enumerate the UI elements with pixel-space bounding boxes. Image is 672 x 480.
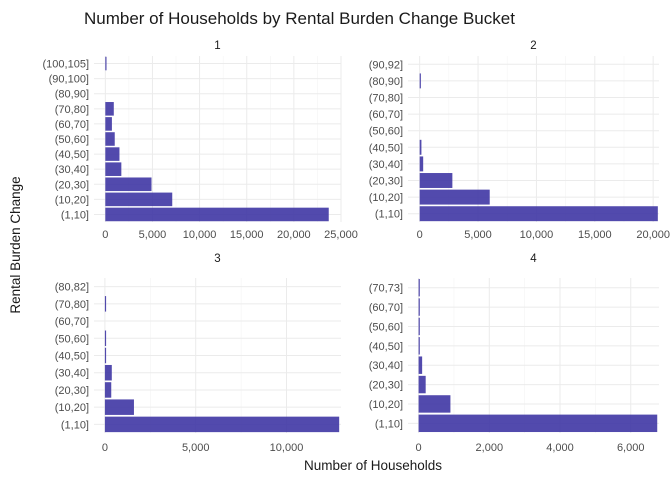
y-tick-label: (40,50] [55, 351, 89, 363]
bar [418, 375, 426, 394]
bar [105, 102, 114, 116]
y-tick-label: (70,80] [369, 93, 403, 105]
panel-4: 0 2,000 4,000 6,000 (1,10] (10,20] (20,30] (30,… [369, 253, 659, 454]
bar [105, 132, 115, 146]
bar [104, 399, 134, 415]
y-tick-label: (80,82] [55, 282, 89, 294]
bar [105, 56, 107, 71]
bar [104, 330, 107, 347]
y-tick-label: (60,70] [369, 302, 403, 314]
y-axis-title: Rental Burden Change [8, 176, 23, 313]
y-tick-label: (20,30] [369, 380, 403, 392]
y-tick-label: (50,60] [55, 134, 89, 146]
bar [105, 192, 173, 207]
y-tick-label: (100,105] [43, 59, 89, 71]
x-tick-label: 20,000 [636, 229, 670, 241]
y-tick-label: (30,40] [55, 368, 89, 380]
bar [104, 416, 340, 433]
bar [418, 278, 420, 297]
y-tick-label: (10,20] [55, 194, 89, 206]
x-tick-label: 20,000 [277, 229, 311, 241]
panel-3: 0 5,000 10,000 (1,10] (10,20] (20,30] (30,40] (… [55, 253, 341, 454]
x-tick-label: 5,000 [464, 229, 492, 241]
bar [105, 207, 329, 222]
facet-panels: 0 5,000 10,000 15,000 20,000 25,000(1,10](10,… [43, 40, 670, 454]
x-axis-title: Number of Households [304, 458, 442, 473]
y-tick-label: (30,40] [369, 159, 403, 171]
bar [104, 364, 112, 381]
y-tick-label: (70,80] [55, 299, 89, 311]
x-tick-label: 4,000 [546, 442, 574, 454]
bar [418, 356, 423, 374]
y-tick-label: (60,70] [55, 119, 89, 131]
y-tick-label: (80,90] [369, 76, 403, 88]
x-tick-label: 0 [416, 442, 422, 454]
bar [419, 73, 421, 89]
y-tick-label: (70,73] [369, 283, 403, 295]
facet-strip-label: 3 [214, 253, 220, 265]
bar [104, 347, 107, 364]
bar [418, 337, 420, 355]
bar [105, 162, 122, 176]
y-tick-label: (80,90] [55, 89, 89, 101]
facet-strip-label: 1 [214, 40, 220, 52]
y-tick-label: (60,70] [55, 316, 89, 328]
bar [419, 206, 658, 222]
y-tick-label: (30,40] [369, 360, 403, 372]
y-tick-label: (10,20] [369, 192, 403, 204]
bar [418, 298, 420, 316]
x-tick-label: 15,000 [230, 229, 264, 241]
x-tick-label: 0 [417, 229, 423, 241]
y-tick-label: (20,30] [55, 179, 89, 191]
x-tick-label: 10,000 [183, 229, 217, 241]
y-tick-label: (1,10] [61, 209, 89, 221]
x-tick-label: 15,000 [578, 229, 612, 241]
x-tick-label: 6,000 [617, 442, 645, 454]
y-tick-label: (50,60] [369, 126, 403, 138]
x-tick-label: 2,000 [476, 442, 504, 454]
y-tick-label: (20,30] [369, 176, 403, 188]
y-tick-label: (20,30] [55, 385, 89, 397]
x-tick-label: 0 [102, 442, 108, 454]
x-tick-label: 10,000 [520, 229, 554, 241]
y-tick-label: (40,50] [369, 341, 403, 353]
bar [105, 117, 112, 131]
chart-title: Number of Households by Rental Burden Ch… [84, 9, 515, 28]
y-tick-label: (60,70] [369, 109, 403, 121]
y-tick-label: (10,20] [55, 402, 89, 414]
bar [419, 139, 422, 155]
bar [419, 156, 424, 172]
x-tick-label: 5,000 [182, 442, 210, 454]
bar [105, 177, 152, 192]
panel-2: 0 5,000 10,000 15,000 20,000 (1,10] (10,20] (20… [369, 40, 670, 241]
bar [418, 395, 451, 413]
bar [104, 296, 107, 312]
y-tick-label: (40,50] [55, 149, 89, 161]
facet-strip-label: 4 [530, 253, 537, 265]
bar [104, 382, 112, 398]
y-tick-label: (40,50] [369, 142, 403, 154]
y-tick-label: (50,60] [55, 333, 89, 345]
bar [419, 173, 453, 188]
y-tick-label: (90,92] [369, 59, 403, 71]
y-tick-label: (1,10] [61, 419, 89, 431]
bar [419, 189, 490, 205]
panel-1: 0 5,000 10,000 15,000 20,000 25,000 (1,10] (10,… [43, 40, 358, 241]
y-tick-label: (90,100] [49, 74, 89, 86]
facet-strip-label: 2 [530, 40, 536, 52]
x-tick-label: 10,000 [270, 442, 304, 454]
x-tick-label: 5,000 [139, 229, 167, 241]
bar [418, 414, 658, 433]
bar [105, 147, 120, 161]
y-tick-label: (10,20] [369, 399, 403, 411]
x-tick-label: 25,000 [324, 229, 358, 241]
y-tick-label: (1,10] [375, 209, 403, 221]
y-tick-label: (50,60] [369, 321, 403, 333]
x-tick-label: 0 [102, 229, 108, 241]
y-tick-label: (30,40] [55, 164, 89, 176]
y-tick-label: (70,80] [55, 104, 89, 116]
y-tick-label: (1,10] [375, 418, 403, 430]
bar [418, 317, 420, 336]
